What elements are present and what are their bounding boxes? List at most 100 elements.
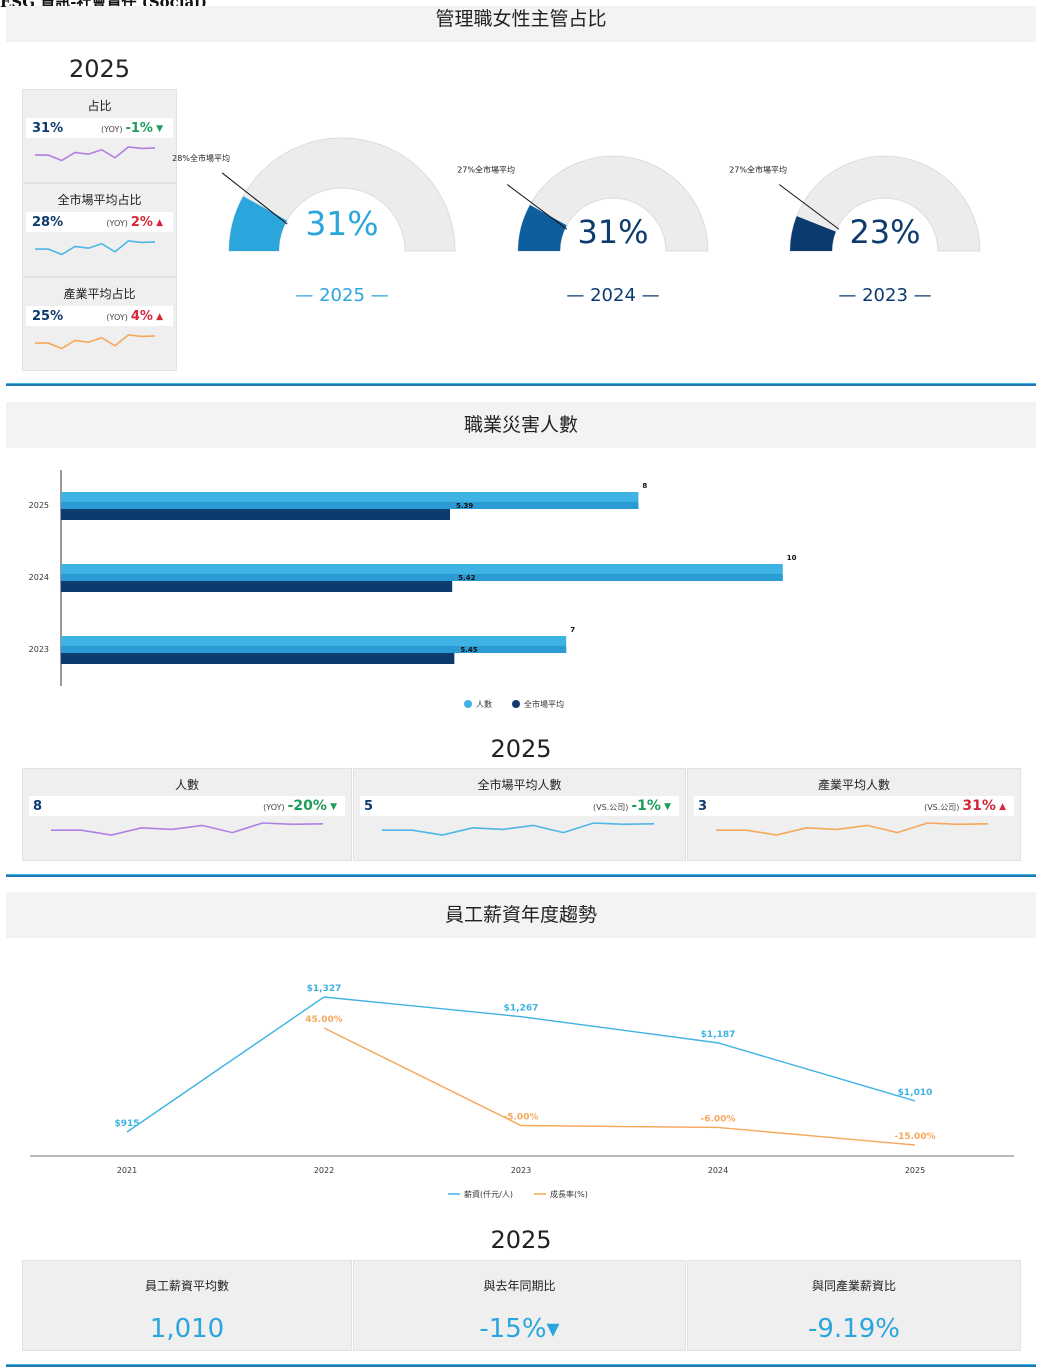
bar-value-label: 5.39 <box>456 502 473 510</box>
injury-kpi-card: 全市場平均人數 5 (VS.公司) -1% ▼ <box>353 768 686 861</box>
salary-data-label: $1,327 <box>307 984 342 994</box>
section-divider <box>6 1364 1036 1367</box>
section3-year: 2025 <box>490 1226 552 1254</box>
bar-value-label: 8 <box>642 482 647 490</box>
kpi-value-row: 31% (YOY) -1% ▼ <box>26 118 173 138</box>
growth-data-label: -5.00% <box>504 1113 539 1123</box>
card-title: 與去年同期比 <box>483 1279 556 1293</box>
section-title-injuries: 職業災害人數 <box>6 402 1036 448</box>
card-sparkline <box>51 822 323 836</box>
kpi-yoy: (YOY) 4% ▲ <box>106 309 163 324</box>
legend-marker <box>464 700 472 708</box>
card-title: 人數 <box>174 778 199 792</box>
kpi-yoy: (YOY) 2% ▲ <box>106 215 163 230</box>
y-tick-label: 2023 <box>29 645 49 654</box>
card-title: 全市場平均人數 <box>477 778 562 792</box>
card-comparison: (VS.公司) 31% ▲ <box>924 798 1006 814</box>
down-triangle-icon: ▼ <box>326 802 337 812</box>
yoy-label: (YOY) <box>106 219 128 228</box>
up-triangle-icon: ▲ <box>995 802 1006 812</box>
kpi-title: 全市場平均占比 <box>57 193 142 207</box>
salary-data-label: $1,010 <box>898 1088 933 1098</box>
down-triangle-icon: ▼ <box>660 802 671 812</box>
injuries-bar-chart: 2025 8 5.39 2024 10 5.42 2023 7 5.45 人數 全市場平均 <box>29 470 797 709</box>
bar-shade <box>61 646 567 653</box>
down-triangle-icon: ▼ <box>152 124 163 134</box>
x-tick-label: 2025 <box>905 1166 925 1175</box>
section-divider <box>6 874 1036 877</box>
kpi-title: 產業平均占比 <box>63 287 136 301</box>
comparison-value: -20% <box>287 798 327 814</box>
legend-label: 人數 <box>476 699 492 709</box>
x-tick-label: 2024 <box>708 1166 728 1175</box>
section1-year: 2025 <box>68 55 131 83</box>
salary-chart-panel: 2021 2022 2023 2024 2025 $915 $1,327 $1,267 $1,1… <box>6 940 1036 1210</box>
bar-value-label: 5.42 <box>458 574 475 582</box>
comparison-label: (VS.公司) <box>593 803 629 812</box>
legend-label: 全市場平均 <box>524 699 564 709</box>
legend-label: 薪資(仟元/人) <box>464 1189 513 1199</box>
x-tick-label: 2021 <box>117 1166 137 1175</box>
bar <box>61 581 453 592</box>
card-value-row: 8 (YOY) -20% ▼ <box>29 796 345 816</box>
kpi-title: 占比 <box>87 99 112 113</box>
card-value: 5 <box>364 799 374 814</box>
y-tick-label: 2025 <box>29 501 49 510</box>
kpi-card: 占比 31% (YOY) -1% ▼ <box>22 89 177 183</box>
card-comparison: (YOY) -20% ▼ <box>263 798 337 814</box>
sparkline-path <box>716 822 988 836</box>
kpi-value-row: 25% (YOY) 4% ▲ <box>26 306 173 326</box>
kpi-value: 28% <box>32 215 64 230</box>
kpi-value: 31% <box>32 121 64 136</box>
card-title: 產業平均人數 <box>817 778 890 792</box>
yoy-label: (YOY) <box>106 313 128 322</box>
salary-kpi-card: 與去年同期比 -15%▾ <box>353 1260 686 1351</box>
salary-data-label: $1,187 <box>701 1030 736 1040</box>
growth-line <box>323 1027 916 1146</box>
injury-kpi-card: 人數 8 (YOY) -20% ▼ <box>22 768 352 861</box>
legend-label: 成長率(%) <box>550 1189 588 1199</box>
bar-shade <box>61 502 639 509</box>
kpi-value: 25% <box>32 309 64 324</box>
salary-data-label: $915 <box>114 1119 139 1129</box>
card-title: 與同產業薪資比 <box>811 1279 896 1293</box>
yoy-label: (YOY) <box>101 125 123 134</box>
card-title: 員工薪資平均數 <box>144 1279 229 1293</box>
kpi-sparkline <box>35 146 155 162</box>
card-big-value: 1,010 <box>149 1314 225 1344</box>
card-sparkline <box>716 822 988 836</box>
sparkline-path <box>35 240 155 256</box>
yoy-value: 2% <box>130 215 153 230</box>
card-value-row: 3 (VS.公司) 31% ▲ <box>694 796 1014 816</box>
kpi-card: 全市場平均占比 28% (YOY) 2% ▲ <box>22 183 177 277</box>
yoy-value: -1% <box>125 121 153 136</box>
kpi-value-row: 28% (YOY) 2% ▲ <box>26 212 173 232</box>
bar-value-label: 7 <box>570 626 575 634</box>
sparkline-path <box>35 334 155 350</box>
section2-year: 2025 <box>490 735 552 763</box>
comparison-label: (VS.公司) <box>924 803 960 812</box>
kpi-sparkline <box>35 334 155 350</box>
bar-value-label: 10 <box>787 554 797 562</box>
comparison-value: -1% <box>631 798 661 814</box>
card-big-value: -15%▾ <box>479 1314 560 1344</box>
comparison-value: 31% <box>962 798 996 814</box>
section-title-salary: 員工薪資年度趨勢 <box>6 892 1036 938</box>
y-tick-label: 2024 <box>29 573 49 582</box>
comparison-label: (YOY) <box>263 803 285 812</box>
bar <box>61 509 451 520</box>
injuries-chart-panel: 2025 8 5.39 2024 10 5.42 2023 7 5.45 人數 全市場平均 <box>6 452 1036 722</box>
injury-kpi-card: 產業平均人數 3 (VS.公司) 31% ▲ <box>687 768 1021 861</box>
bar <box>61 653 455 664</box>
card-big-value: -9.19% <box>808 1314 900 1344</box>
growth-data-label: -6.00% <box>701 1114 736 1124</box>
kpi-sparkline <box>35 240 155 256</box>
salary-data-label: $1,267 <box>504 1004 539 1014</box>
bar-value-label: 5.45 <box>460 646 477 654</box>
x-tick-label: 2023 <box>511 1166 531 1175</box>
kpi-card: 產業平均占比 25% (YOY) 4% ▲ <box>22 277 177 371</box>
salary-kpi-card: 與同產業薪資比 -9.19% <box>687 1260 1021 1351</box>
salary-line-chart: 2021 2022 2023 2024 2025 $915 $1,327 $1,267 $1,1… <box>30 984 1014 1199</box>
card-value: 8 <box>33 799 43 814</box>
kpi-yoy: (YOY) -1% ▼ <box>101 121 163 136</box>
